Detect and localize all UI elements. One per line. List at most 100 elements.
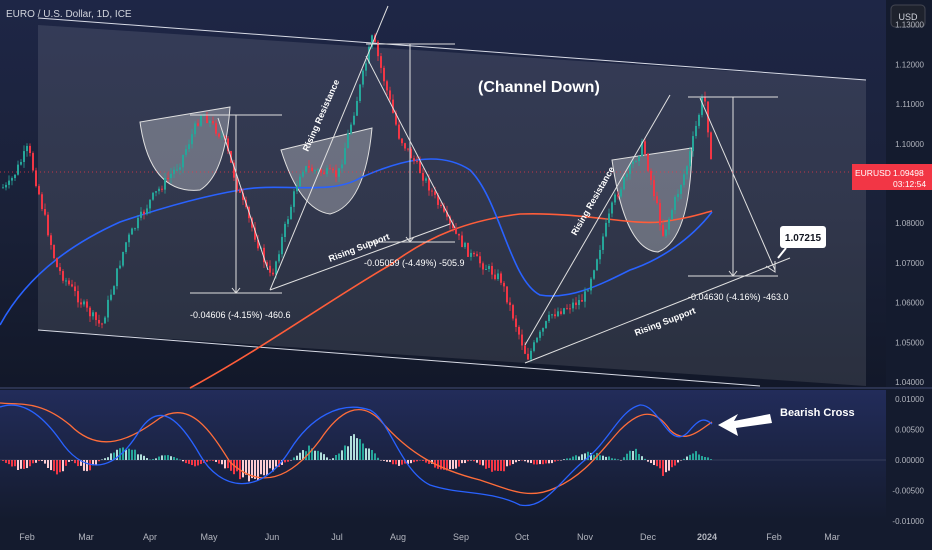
macd-bar	[662, 460, 664, 476]
candle	[398, 120, 400, 140]
macd-bar	[425, 460, 427, 463]
macd-bar	[206, 460, 208, 462]
candle	[596, 258, 598, 271]
candle	[146, 204, 148, 216]
macd-bar	[518, 460, 520, 462]
macd-bar	[707, 457, 709, 460]
candle	[161, 185, 163, 193]
macd-bar	[590, 452, 592, 460]
macd-bar	[110, 453, 112, 460]
macd-bar	[365, 448, 367, 460]
candle	[455, 222, 457, 235]
macd-bar	[674, 460, 676, 466]
candle	[521, 329, 523, 350]
macd-bar	[215, 460, 217, 462]
candle	[2, 184, 4, 189]
candle	[440, 202, 442, 209]
candle	[383, 65, 385, 86]
macd-bar	[158, 456, 160, 460]
macd-bar	[419, 460, 421, 461]
drop-line-1	[217, 117, 269, 271]
candle	[701, 94, 703, 118]
macd-bar	[56, 460, 58, 475]
candle	[200, 114, 202, 127]
macd-bar	[95, 460, 97, 465]
candle	[380, 53, 382, 74]
macd-bar	[257, 460, 259, 481]
candle	[491, 262, 493, 280]
candle	[653, 175, 655, 201]
time-axis-bg[interactable]	[0, 520, 932, 550]
time-tick-label: Jun	[265, 532, 280, 542]
candle	[194, 121, 196, 137]
candle	[623, 176, 625, 191]
macd-bar	[248, 460, 250, 482]
macd-bar	[341, 450, 343, 460]
cup-pattern-1	[139, 106, 231, 191]
macd-bar	[395, 460, 397, 465]
candle	[503, 280, 505, 292]
signal-line	[0, 402, 713, 495]
macd-bar	[254, 460, 256, 479]
macd-bar	[545, 460, 547, 464]
macd-bar	[80, 460, 82, 466]
candle	[494, 269, 496, 281]
candle	[626, 172, 628, 181]
candle	[641, 138, 643, 157]
macd-bar	[635, 448, 637, 460]
time-axis[interactable]: Feb Mar Apr May Jun Jul Aug Sep Oct Nov Dec 2024 Feb…	[19, 532, 840, 542]
candle	[38, 184, 40, 196]
candle	[506, 286, 508, 305]
price-pane[interactable]	[0, 0, 886, 388]
time-tick-label: Feb	[766, 532, 782, 542]
macd-bar	[278, 460, 280, 467]
macd-bar	[350, 436, 352, 460]
macd-bar	[599, 455, 601, 460]
macd-bar	[185, 460, 187, 464]
macd-bar	[146, 458, 148, 460]
candle	[23, 145, 25, 168]
macd-bar	[686, 456, 688, 460]
macd-tick-label: 0.01000	[895, 395, 924, 404]
macd-bar	[194, 460, 196, 467]
candle	[35, 167, 37, 188]
macd-bar	[11, 460, 13, 467]
macd-bar	[44, 460, 46, 464]
macd-bar	[92, 460, 94, 466]
candle	[197, 119, 199, 127]
candle	[236, 177, 238, 193]
macd-bar	[473, 460, 475, 462]
candle	[155, 190, 157, 197]
candle	[350, 122, 352, 136]
macd-bar	[299, 452, 301, 460]
candle	[47, 211, 49, 237]
macd-bar	[479, 460, 481, 465]
macd-bar	[566, 458, 568, 460]
macd-bar	[644, 458, 646, 460]
candle	[683, 169, 685, 188]
macd-bar	[272, 460, 274, 472]
candle	[599, 245, 601, 265]
currency-button[interactable]: USD	[890, 4, 926, 28]
candle	[668, 216, 670, 235]
candle	[185, 145, 187, 158]
candle	[527, 347, 529, 361]
price-tag-symbol: EURUSD	[855, 168, 891, 178]
macd-bar	[401, 460, 403, 465]
candle	[26, 143, 28, 157]
candle	[593, 269, 595, 280]
macd-pane[interactable]	[0, 390, 886, 520]
candle	[473, 251, 475, 258]
price-tick-label: 1.04000	[895, 378, 924, 387]
macd-bar	[17, 460, 19, 470]
candle	[179, 163, 181, 175]
macd-bar	[122, 447, 124, 460]
candle	[107, 295, 109, 322]
macd-bar	[218, 460, 220, 464]
macd-bar	[536, 460, 538, 465]
macd-bar	[188, 460, 190, 464]
candle	[92, 310, 94, 320]
macd-axis[interactable]: 0.01000 0.00500 0.00000 -0.00500 -0.01000	[892, 395, 924, 526]
macd-bar	[14, 460, 16, 467]
price-scale-bg[interactable]	[886, 0, 932, 520]
